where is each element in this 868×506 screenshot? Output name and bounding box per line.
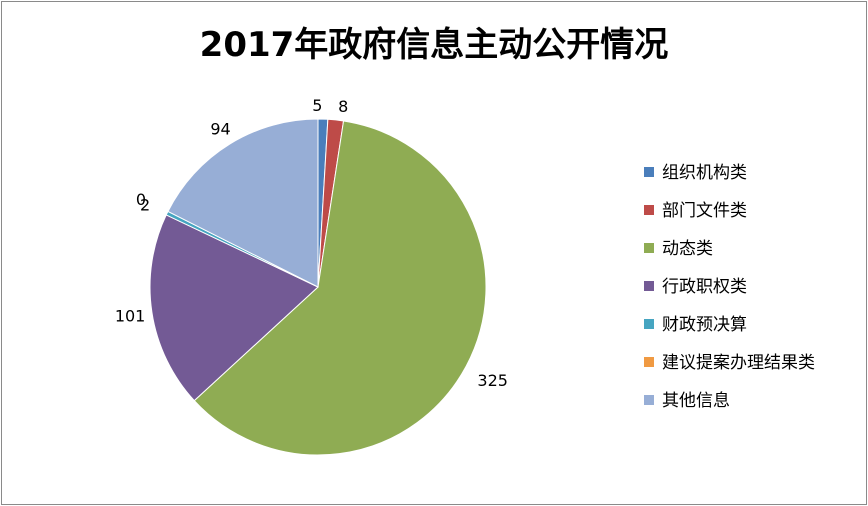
pie-slice-series-3 — [149, 214, 319, 402]
pie-data-labels: 5 8 325 101 20 94 — [115, 96, 508, 390]
legend-item: 组织机构类 — [644, 163, 747, 183]
legend-item: 其他信息 — [644, 391, 730, 411]
legend-swatch — [644, 281, 654, 291]
data-label: 325 — [477, 371, 508, 390]
data-label: 0 — [136, 190, 146, 209]
legend-label: 部门文件类 — [662, 201, 747, 221]
legend-swatch — [644, 395, 654, 405]
legend-item: 财政预决算 — [644, 315, 747, 335]
legend-item: 建议提案办理结果类 — [644, 353, 815, 373]
legend-label: 建议提案办理结果类 — [662, 353, 815, 373]
legend-swatch — [644, 243, 654, 253]
legend-swatch — [644, 167, 654, 177]
legend-swatch — [644, 319, 654, 329]
data-label: 94 — [210, 120, 230, 139]
legend-swatch — [644, 357, 654, 367]
chart-title: 2017年政府信息主动公开情况 — [200, 25, 669, 65]
legend-item: 动态类 — [644, 239, 713, 259]
pie-slice-series-6 — [167, 118, 319, 288]
data-label: 2 — [140, 195, 150, 214]
legend-label: 组织机构类 — [662, 163, 747, 183]
data-label: 8 — [338, 97, 348, 116]
pie-slice-series-2 — [193, 120, 487, 456]
legend-item: 部门文件类 — [644, 201, 747, 221]
pie-slices — [149, 118, 487, 456]
legend-label: 财政预决算 — [662, 315, 747, 335]
legend-label: 行政职权类 — [662, 277, 747, 297]
data-label: 5 — [312, 96, 322, 115]
data-label: 101 — [115, 306, 146, 325]
legend-item: 行政职权类 — [644, 277, 747, 297]
legend-swatch — [644, 205, 654, 215]
legend-label: 其他信息 — [662, 391, 730, 411]
legend-label: 动态类 — [662, 239, 713, 259]
